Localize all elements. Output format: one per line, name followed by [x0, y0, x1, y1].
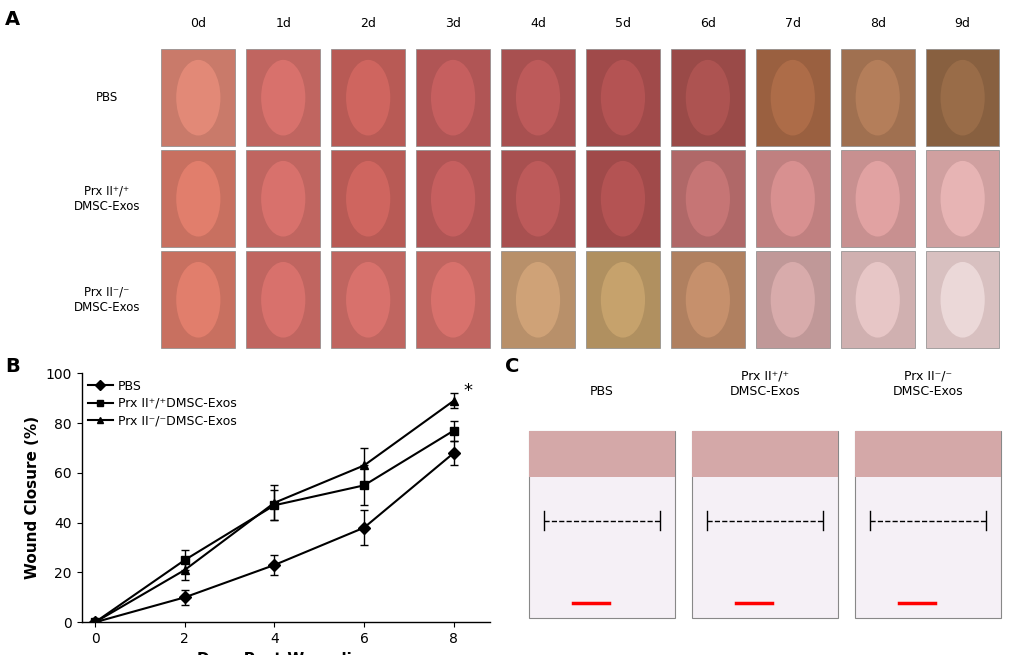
Ellipse shape	[345, 60, 390, 136]
Bar	[416, 150, 489, 247]
Bar	[586, 252, 659, 348]
Text: Prx II⁺/⁺
DMSC-Exos: Prx II⁺/⁺ DMSC-Exos	[729, 369, 800, 398]
Bar	[840, 150, 914, 247]
Ellipse shape	[431, 262, 475, 337]
Bar	[331, 49, 405, 146]
Text: 8d: 8d	[869, 17, 884, 30]
Ellipse shape	[685, 60, 730, 136]
Bar	[925, 49, 999, 146]
Bar	[755, 49, 828, 146]
Text: C: C	[504, 357, 519, 376]
Ellipse shape	[600, 60, 644, 136]
Ellipse shape	[261, 161, 305, 236]
Bar	[586, 49, 659, 146]
Ellipse shape	[516, 161, 559, 236]
Bar	[247, 150, 320, 247]
Bar	[671, 252, 744, 348]
Bar	[500, 150, 575, 247]
Ellipse shape	[940, 60, 983, 136]
Text: 3d: 3d	[444, 17, 461, 30]
Ellipse shape	[685, 161, 730, 236]
Text: 7d: 7d	[784, 17, 800, 30]
Bar	[331, 252, 405, 348]
Ellipse shape	[855, 161, 899, 236]
Text: Prx II⁻/⁻
DMSC-Exos: Prx II⁻/⁻ DMSC-Exos	[892, 369, 963, 398]
Text: 5d: 5d	[614, 17, 631, 30]
Ellipse shape	[176, 161, 220, 236]
Ellipse shape	[685, 262, 730, 337]
Ellipse shape	[176, 262, 220, 337]
Text: *: *	[464, 382, 472, 400]
Bar	[671, 150, 744, 247]
Bar	[692, 431, 837, 618]
Text: PBS: PBS	[589, 384, 613, 398]
Text: PBS: PBS	[96, 91, 118, 104]
Bar	[855, 431, 1000, 477]
Bar	[671, 49, 744, 146]
Bar	[529, 431, 674, 618]
Ellipse shape	[855, 262, 899, 337]
Bar	[500, 252, 575, 348]
Bar	[840, 252, 914, 348]
Ellipse shape	[940, 262, 983, 337]
Ellipse shape	[345, 161, 390, 236]
Text: Prx II⁻/⁻
DMSC-Exos: Prx II⁻/⁻ DMSC-Exos	[73, 286, 140, 314]
Ellipse shape	[431, 161, 475, 236]
Ellipse shape	[345, 262, 390, 337]
Ellipse shape	[431, 60, 475, 136]
Bar	[161, 252, 235, 348]
Bar	[529, 431, 674, 477]
Bar	[755, 252, 828, 348]
Text: 2d: 2d	[360, 17, 376, 30]
Bar	[692, 431, 837, 477]
Ellipse shape	[261, 60, 305, 136]
Bar	[925, 252, 999, 348]
Bar	[925, 150, 999, 247]
Ellipse shape	[600, 161, 644, 236]
Text: 4d: 4d	[530, 17, 545, 30]
Ellipse shape	[600, 262, 644, 337]
Bar	[247, 49, 320, 146]
Bar	[161, 49, 235, 146]
Text: 1d: 1d	[275, 17, 290, 30]
Ellipse shape	[770, 161, 814, 236]
Ellipse shape	[516, 262, 559, 337]
Bar	[855, 431, 1000, 618]
Text: 9d: 9d	[954, 17, 970, 30]
Bar	[416, 252, 489, 348]
X-axis label: Days Post-Wounding: Days Post-Wounding	[198, 652, 373, 655]
Bar	[161, 150, 235, 247]
Ellipse shape	[261, 262, 305, 337]
Text: 0d: 0d	[191, 17, 206, 30]
Text: B: B	[5, 357, 19, 376]
Legend: PBS, Prx II⁺/⁺DMSC-Exos, Prx II⁻/⁻DMSC-Exos: PBS, Prx II⁺/⁺DMSC-Exos, Prx II⁻/⁻DMSC-E…	[88, 380, 236, 427]
Ellipse shape	[770, 262, 814, 337]
Y-axis label: Wound Closure (%): Wound Closure (%)	[24, 416, 40, 580]
Text: Prx II⁺/⁺
DMSC-Exos: Prx II⁺/⁺ DMSC-Exos	[73, 185, 140, 213]
Ellipse shape	[516, 60, 559, 136]
Bar	[755, 150, 828, 247]
Bar	[500, 49, 575, 146]
Ellipse shape	[940, 161, 983, 236]
Text: A: A	[5, 10, 20, 29]
Bar	[586, 150, 659, 247]
Ellipse shape	[855, 60, 899, 136]
Bar	[840, 49, 914, 146]
Bar	[331, 150, 405, 247]
Text: 6d: 6d	[699, 17, 715, 30]
Bar	[416, 49, 489, 146]
Ellipse shape	[770, 60, 814, 136]
Bar	[247, 252, 320, 348]
Ellipse shape	[176, 60, 220, 136]
